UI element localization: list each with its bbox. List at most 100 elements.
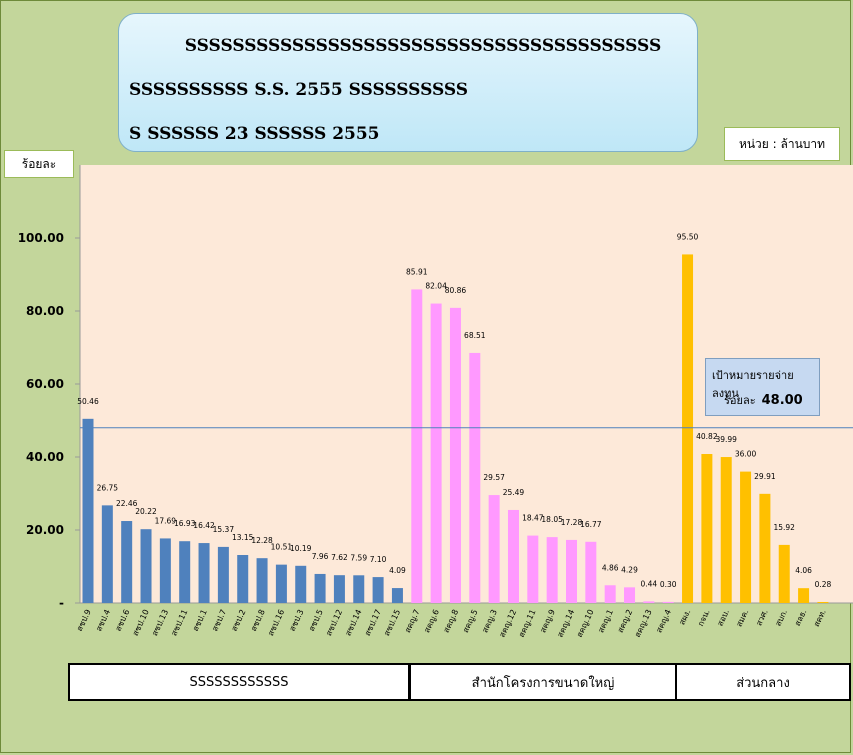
x-tick-label: สคญ.10 (575, 608, 596, 639)
x-tick-label: สชป.16 (266, 608, 286, 637)
bar-value-label: 95.50 (677, 232, 699, 241)
x-tick-label: สชป.6 (114, 608, 132, 633)
bar-value-label: 18.47 (522, 514, 544, 523)
bar (469, 352, 481, 603)
bar (566, 539, 577, 603)
target-value: 48.00 (761, 393, 803, 408)
bar (217, 546, 229, 603)
bar (624, 587, 636, 603)
x-tick-label: สคท. (812, 608, 828, 628)
bar-value-label: 15.92 (773, 523, 795, 532)
bar (759, 493, 771, 603)
bar (179, 541, 191, 603)
x-tick-label: สชป.7 (210, 608, 228, 633)
bar (198, 543, 210, 603)
bar (643, 601, 655, 603)
bar-value-label: 17.28 (561, 518, 583, 527)
bar-value-label: 20.22 (135, 507, 157, 516)
bar-value-label: 4.86 (602, 563, 619, 572)
x-tick-label: สคญ.1 (596, 608, 615, 634)
bar-value-label: 10.19 (290, 544, 312, 553)
bar-value-label: 16.42 (193, 521, 215, 530)
bar (507, 509, 519, 603)
bar (237, 555, 249, 603)
group-label-2: สำนักโครงการขนาดใหญ่ (409, 663, 677, 701)
bar-value-label: 12.28 (251, 536, 273, 545)
x-tick-label: สบก. (774, 608, 789, 628)
bar-value-label: 25.49 (503, 488, 525, 497)
x-tick-label: สคญ.8 (442, 608, 461, 634)
bar (82, 418, 94, 603)
bar-value-label: 4.06 (795, 566, 812, 575)
y-axis-label: ร้อยละ (4, 150, 74, 178)
x-tick-label: สชป.14 (344, 608, 364, 637)
y-tick-label: 40.00 (26, 450, 64, 464)
x-tick-label: สอบ. (716, 608, 731, 627)
bar-value-label: 7.96 (312, 552, 329, 561)
x-tick-label: สวศ. (754, 608, 769, 627)
bar-value-label: 10.51 (271, 543, 293, 552)
bar-value-label: 16.93 (174, 519, 196, 528)
x-tick-label: สคญ.7 (403, 608, 422, 634)
x-tick-label: สคญ.12 (498, 608, 519, 639)
x-tick-label: สคญ.9 (538, 608, 557, 634)
x-tick-label: สชป.15 (382, 608, 402, 637)
bar-value-label: 29.57 (483, 473, 505, 482)
x-tick-label: สลธ. (793, 608, 808, 627)
bar (256, 558, 268, 603)
y-tick-label: - (59, 596, 64, 610)
bar (720, 457, 732, 603)
target-value-line: ร้อยละ 48.00 (724, 391, 803, 409)
x-tick-label: สชป.8 (249, 608, 267, 633)
x-tick-label: สมค. (735, 608, 751, 628)
bar (817, 601, 829, 603)
bar (353, 575, 365, 603)
bar-value-label: 22.46 (116, 499, 138, 508)
x-tick-label: สชป.10 (131, 608, 151, 637)
bar-value-label: 80.86 (445, 286, 467, 295)
bar-value-label: 16.77 (580, 520, 602, 529)
title-line-3: S SSSSSS 23 SSSSSS 2555 (129, 124, 380, 144)
bar-value-label: 68.51 (464, 331, 486, 340)
bar-value-label: 85.91 (406, 267, 428, 276)
title-box: SSSSSSSSSSSSSSSSSSSSSSSSSSSSSSSSSSSSSSSS… (118, 13, 698, 152)
bar-value-label: 0.44 (641, 579, 658, 588)
bar (295, 565, 307, 603)
x-tick-label: สคญ.3 (480, 608, 499, 634)
bar (159, 538, 171, 603)
bar-value-label: 0.30 (660, 580, 677, 589)
bar-value-label: 40.82 (696, 432, 718, 441)
group-label-3: ส่วนกลาง (675, 663, 851, 701)
bar-value-label: 4.09 (389, 566, 406, 575)
bar-value-label: 0.28 (815, 580, 832, 589)
bar (411, 289, 423, 603)
bar-value-label: 26.75 (97, 483, 119, 492)
x-tick-label: สผง. (677, 608, 692, 626)
bar (101, 505, 113, 603)
x-tick-label: สชป.9 (75, 608, 93, 633)
x-tick-label: สคญ.14 (556, 608, 577, 639)
bar (449, 307, 461, 603)
bar-value-label: 29.91 (754, 472, 776, 481)
x-tick-label: สคญ.6 (422, 608, 441, 634)
bar-value-label: 82.04 (425, 282, 447, 291)
unit-label: หน่วย : ล้านบาท (724, 127, 840, 161)
bar (275, 564, 287, 603)
x-tick-label: สชป.4 (94, 608, 112, 633)
bar (140, 529, 152, 603)
title-line-1: SSSSSSSSSSSSSSSSSSSSSSSSSSSSSSSSSSSSSSSS (184, 36, 662, 56)
bar (546, 537, 558, 603)
y-tick-label: 60.00 (26, 377, 64, 391)
y-tick-label: 80.00 (26, 304, 64, 318)
bar-value-label: 15.37 (213, 525, 235, 534)
x-tick-label: สคญ.4 (654, 608, 673, 634)
bar-value-label: 7.59 (350, 553, 367, 562)
bar (527, 535, 539, 603)
bar (372, 577, 384, 603)
bar-value-label: 39.99 (715, 435, 737, 444)
x-tick-label: สคญ.2 (616, 608, 635, 634)
x-tick-label: สชป.13 (150, 608, 170, 637)
bar-value-label: 4.29 (621, 565, 638, 574)
bar (798, 588, 810, 603)
title-line-2: SSSSSSSSSS S.S. 2555 SSSSSSSSSS (129, 80, 469, 100)
